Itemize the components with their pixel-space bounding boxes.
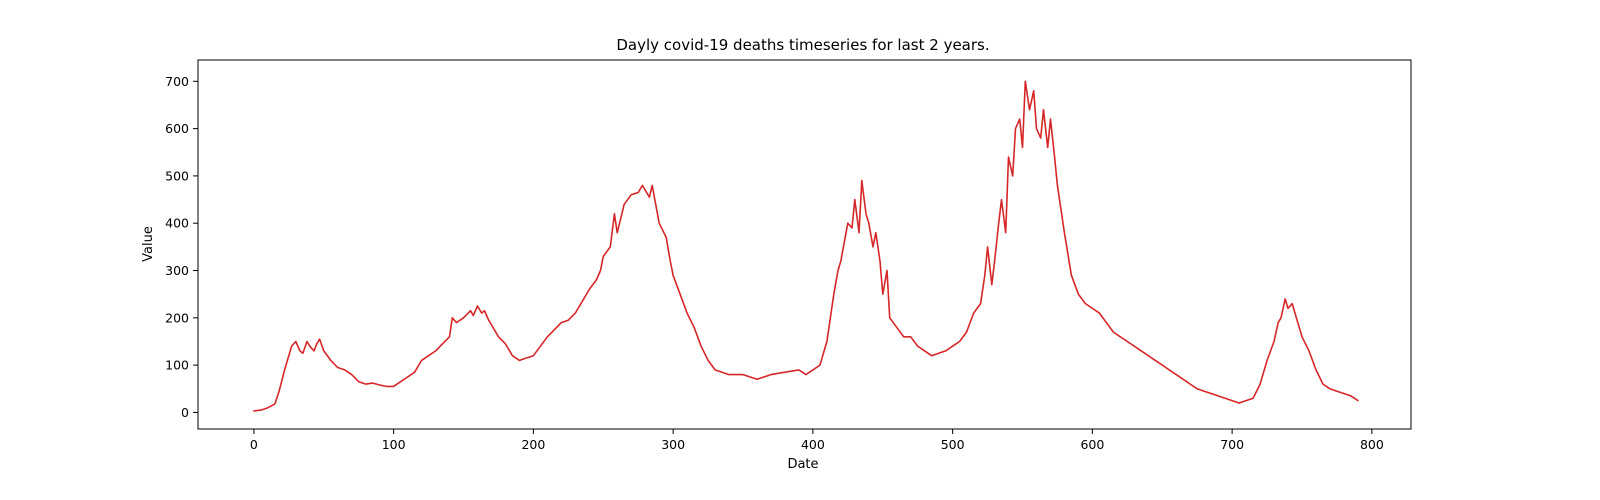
series-line — [253, 80, 1359, 412]
x-tick-label: 800 — [1360, 437, 1384, 452]
y-axis: 0 100 200 300 400 500 600 700 — [165, 74, 198, 420]
y-tick-label: 700 — [165, 74, 189, 89]
y-tick-label: 600 — [165, 121, 189, 136]
x-tick-label: 600 — [1080, 437, 1104, 452]
x-tick-label: 100 — [382, 437, 406, 452]
x-tick-label: 500 — [941, 437, 965, 452]
y-axis-label: Value — [141, 226, 156, 262]
x-tick-label: 300 — [661, 437, 685, 452]
y-tick-label: 300 — [165, 263, 189, 278]
x-tick-label: 0 — [250, 437, 258, 452]
x-tick-label: 400 — [801, 437, 825, 452]
chart-title: Dayly covid-19 deaths timeseries for las… — [616, 36, 989, 54]
x-tick-label: 700 — [1220, 437, 1244, 452]
y-tick-label: 200 — [165, 310, 189, 325]
x-tick-label: 200 — [521, 437, 545, 452]
y-tick-label: 500 — [165, 168, 189, 183]
x-axis: 0 100 200 300 400 500 600 700 800 — [250, 429, 1384, 452]
plot-area: 0 100 200 300 400 500 600 700 800 0 100 200 300 400 5… — [165, 59, 1412, 452]
x-axis-label: Date — [787, 457, 818, 472]
y-tick-label: 400 — [165, 216, 189, 231]
plot-frame — [197, 59, 1412, 430]
y-tick-label: 0 — [181, 405, 189, 420]
y-tick-label: 100 — [165, 358, 189, 373]
